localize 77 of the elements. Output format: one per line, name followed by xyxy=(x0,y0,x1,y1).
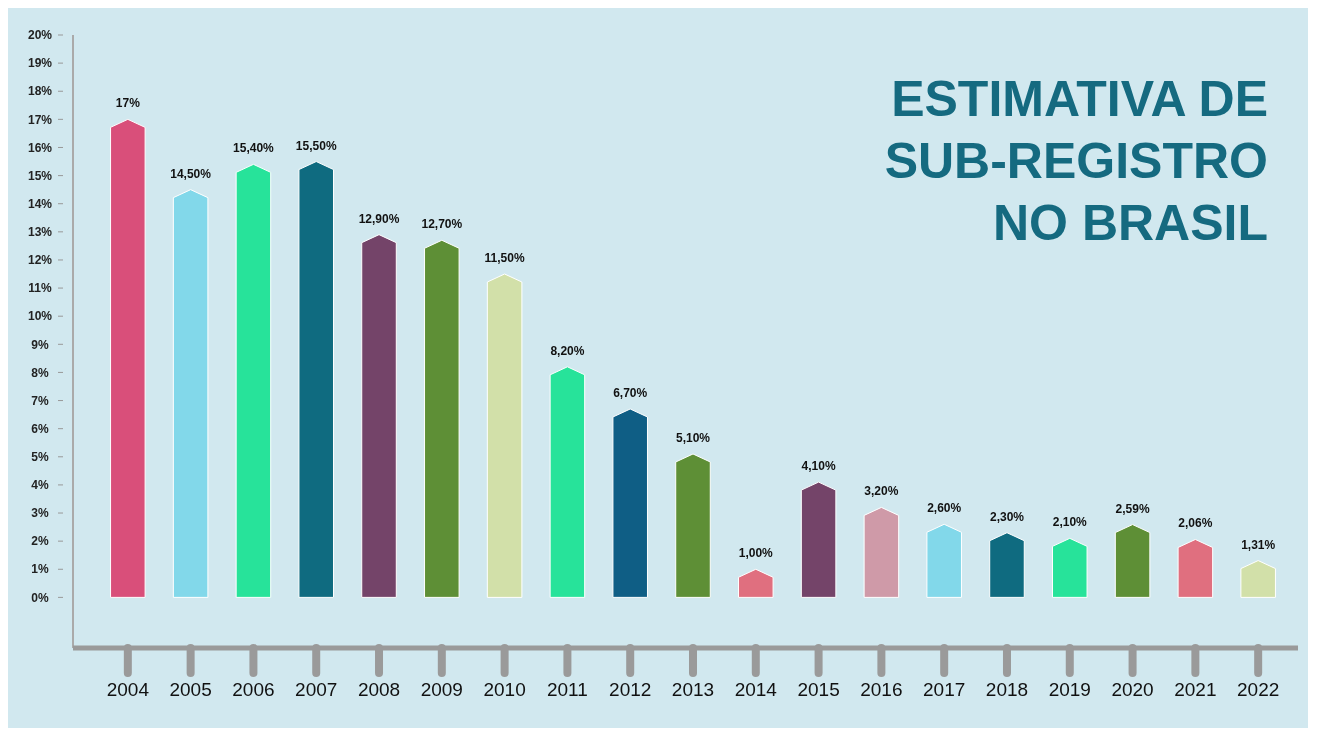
x-tick-label: 2009 xyxy=(420,679,463,700)
bar xyxy=(863,506,900,598)
bar xyxy=(235,163,272,598)
bar xyxy=(612,408,648,598)
y-tick-label: 12% xyxy=(27,253,53,268)
bar xyxy=(486,273,523,598)
bar xyxy=(424,239,460,598)
data-label: 1,00% xyxy=(738,546,774,561)
x-tick-label: 2013 xyxy=(671,679,715,700)
bar xyxy=(1114,524,1151,598)
y-tick-label: 7% xyxy=(31,393,49,408)
bar xyxy=(926,523,962,598)
data-label: 2,30% xyxy=(989,509,1025,524)
data-label: 5,10% xyxy=(675,430,711,445)
data-label: 2,60% xyxy=(927,501,962,516)
x-tick-label: 2017 xyxy=(923,679,966,700)
x-tick-label: 2014 xyxy=(734,679,778,700)
bar xyxy=(989,532,1025,598)
y-tick-label: 16% xyxy=(27,140,53,155)
y-tick-label: 2% xyxy=(31,534,49,549)
data-label: 17% xyxy=(115,96,141,111)
y-tick-label: 3% xyxy=(31,506,49,521)
data-label: 4,10% xyxy=(801,459,836,474)
x-tick-label: 2021 xyxy=(1174,679,1217,700)
data-label: 2,59% xyxy=(1115,501,1150,516)
y-tick-label: 4% xyxy=(31,478,49,493)
data-label: 1,31% xyxy=(1241,537,1276,552)
y-tick-label: 15% xyxy=(27,168,53,183)
y-tick-label: 8% xyxy=(31,365,49,380)
x-tick-label: 2010 xyxy=(483,679,526,700)
data-label: 15,40% xyxy=(233,141,275,156)
y-tick-label: 11% xyxy=(28,281,53,296)
x-tick-label: 2008 xyxy=(357,679,401,700)
y-tick-label: 18% xyxy=(27,84,53,99)
bar xyxy=(800,481,837,598)
x-tick-label: 2004 xyxy=(106,679,150,700)
data-label: 8,20% xyxy=(550,343,585,358)
bar xyxy=(361,234,397,598)
data-label: 15,50% xyxy=(295,138,337,153)
x-tick-label: 2006 xyxy=(232,679,275,700)
y-tick-label: 17% xyxy=(27,112,53,127)
y-tick-label: 5% xyxy=(31,449,49,464)
y-tick-label: 20% xyxy=(27,28,53,43)
bar xyxy=(172,189,209,598)
x-tick-label: 2011 xyxy=(546,679,588,700)
data-label: 3,20% xyxy=(864,484,899,499)
bar xyxy=(1052,537,1088,598)
data-label: 6,70% xyxy=(613,385,648,400)
x-tick-label: 2018 xyxy=(985,679,1029,700)
x-tick-label: 2012 xyxy=(609,679,652,700)
x-tick-label: 2015 xyxy=(797,679,840,700)
bar xyxy=(110,118,146,598)
x-tick-label: 2007 xyxy=(295,679,338,700)
x-tick-label: 2005 xyxy=(169,679,212,700)
text: ESTIMATIVA DE SUB-REGISTRO NO BRASIL xyxy=(884,71,1268,251)
y-tick-label: 14% xyxy=(27,196,53,211)
x-tick-label: 2022 xyxy=(1237,679,1280,700)
y-tick-label: 10% xyxy=(27,309,53,324)
data-label: 2,10% xyxy=(1052,515,1088,530)
bar xyxy=(675,453,711,598)
y-tick-label: 0% xyxy=(31,590,49,605)
data-label: 12,70% xyxy=(421,217,463,232)
bar xyxy=(1177,538,1214,598)
bar xyxy=(298,161,334,598)
y-tick-label: 9% xyxy=(31,337,49,352)
x-tick-label: 2016 xyxy=(860,679,903,700)
data-label: 11,50% xyxy=(484,251,525,266)
x-tick-label: 2019 xyxy=(1048,679,1091,700)
y-tick-label: 6% xyxy=(31,421,49,436)
bar xyxy=(549,366,586,598)
y-tick-label: 13% xyxy=(27,225,53,240)
data-label: 12,90% xyxy=(358,211,400,226)
x-tick-label: 2020 xyxy=(1111,679,1154,700)
y-tick-label: 1% xyxy=(31,562,49,577)
data-label: 2,06% xyxy=(1178,516,1213,531)
data-label: 14,50% xyxy=(170,166,212,181)
y-tick-label: 19% xyxy=(27,56,53,71)
